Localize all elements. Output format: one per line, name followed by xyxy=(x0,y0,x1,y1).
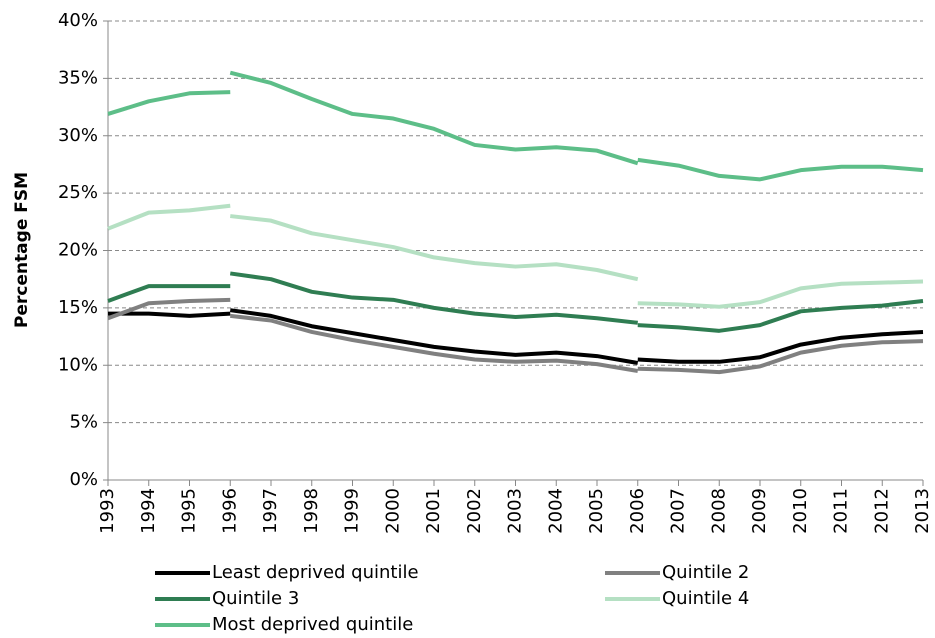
y-tick-label: 15% xyxy=(58,297,98,318)
x-tick-label: 2013 xyxy=(912,488,933,534)
series-line xyxy=(107,90,231,116)
x-tick-label: 2012 xyxy=(871,488,892,534)
series-line xyxy=(637,157,924,182)
series-line xyxy=(637,329,924,364)
series-line xyxy=(107,203,231,231)
series-line xyxy=(229,271,638,325)
x-tick-label: 2003 xyxy=(505,488,526,534)
x-tick-label: 1999 xyxy=(342,488,363,534)
series-line xyxy=(637,279,924,309)
series-line xyxy=(108,311,231,318)
legend-label: Most deprived quintile xyxy=(212,614,413,635)
x-tick-label: 2011 xyxy=(831,488,852,534)
x-tick-label: 2006 xyxy=(627,488,648,534)
x-tick-label: 2009 xyxy=(749,488,770,534)
series-line xyxy=(637,339,924,375)
x-tick-label: 2008 xyxy=(708,488,729,534)
series-line xyxy=(230,313,639,373)
y-tick-label: 5% xyxy=(69,412,98,433)
legend-label: Least deprived quintile xyxy=(212,562,419,583)
x-tick-label: 2000 xyxy=(382,488,403,534)
x-tick-label: 1993 xyxy=(97,488,118,534)
x-tick-label: 2004 xyxy=(545,488,566,534)
x-tick-label: 2001 xyxy=(423,488,444,534)
y-tick-label: 0% xyxy=(69,469,98,490)
x-tick-label: 2010 xyxy=(790,488,811,534)
y-axis-label: Percentage FSM xyxy=(12,172,32,328)
series-line xyxy=(229,308,639,365)
x-tick-label: 1998 xyxy=(301,488,322,534)
y-tick-label: 35% xyxy=(58,67,98,88)
y-tick-label: 25% xyxy=(58,182,98,203)
series-line xyxy=(229,70,639,166)
legend-label: Quintile 2 xyxy=(662,562,749,583)
series-line xyxy=(107,297,231,321)
y-tick-label: 20% xyxy=(58,240,98,261)
x-tick-label: 1994 xyxy=(138,488,159,534)
series-line xyxy=(107,284,231,303)
x-tick-label: 1995 xyxy=(179,488,200,534)
legend-label: Quintile 4 xyxy=(662,588,749,609)
x-tick-label: 1996 xyxy=(219,488,240,534)
x-tick-label: 2005 xyxy=(586,488,607,534)
y-tick-label: 10% xyxy=(58,354,98,375)
series-line xyxy=(637,299,924,333)
x-tick-label: 2007 xyxy=(668,488,689,534)
y-tick-label: 30% xyxy=(58,125,98,146)
legend-label: Quintile 3 xyxy=(212,588,299,609)
series-line xyxy=(230,214,639,282)
x-tick-label: 2002 xyxy=(464,488,485,534)
x-tick-label: 1997 xyxy=(260,488,281,534)
y-tick-label: 40% xyxy=(58,10,98,31)
